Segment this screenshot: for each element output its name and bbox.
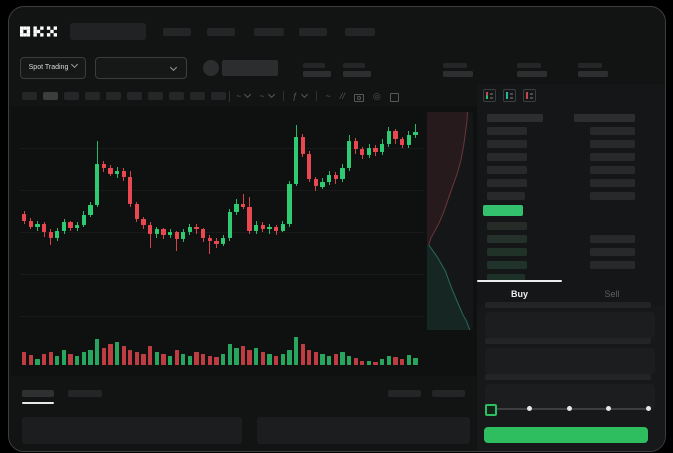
volume-bar (22, 352, 26, 365)
volume-bar (42, 354, 46, 365)
volume-bar (347, 356, 351, 365)
depth-bids-area (427, 245, 470, 330)
slider-stop[interactable] (567, 406, 572, 411)
volume-bar (373, 362, 377, 365)
volume-bar (108, 344, 112, 365)
volume-bar (55, 356, 59, 365)
bottom-action-placeholder[interactable] (388, 390, 421, 397)
volume-bar (181, 354, 185, 365)
volume-bar (393, 357, 397, 365)
app-window: Spot Trading ~ ~ ƒ ~ // ◎ (8, 6, 666, 452)
volume-bar (49, 352, 53, 365)
volume-bar (307, 350, 311, 365)
volume-bar (208, 356, 212, 365)
slider-handle[interactable] (485, 404, 497, 416)
combined-book-icon[interactable] (483, 89, 496, 102)
volume-bar (354, 358, 358, 365)
orders-panel-placeholder (257, 417, 470, 444)
volume-bar (82, 352, 86, 365)
volume-bar (254, 348, 258, 365)
volume-bar (155, 352, 159, 365)
slider-stop[interactable] (646, 406, 651, 411)
volume-bar (327, 356, 331, 365)
volume-bar (201, 354, 205, 365)
volume-bar (241, 346, 245, 365)
volume-bar (75, 356, 79, 365)
volume-bar (135, 352, 139, 365)
volume-bar (68, 354, 72, 365)
volume-bar (168, 356, 172, 365)
volume-bar (261, 352, 265, 365)
volume-bar (413, 358, 417, 365)
bottom-tab-placeholder[interactable] (68, 390, 102, 397)
asks-book-icon[interactable] (523, 89, 536, 102)
volume-bar (320, 354, 324, 365)
depth-asks-area (427, 112, 468, 245)
bottom-tab-placeholder[interactable] (22, 390, 54, 397)
volume-bar (102, 348, 106, 365)
volume-bar (214, 357, 218, 365)
orders-panel-placeholder (22, 417, 242, 444)
buy-submit-button[interactable] (484, 427, 648, 443)
slider-stop[interactable] (527, 406, 532, 411)
volume-bar (234, 348, 238, 365)
volume-bar (221, 354, 225, 365)
volume-bar (314, 352, 318, 365)
volume-bar (122, 346, 126, 365)
volume-bar (228, 344, 232, 365)
volume-bar (175, 350, 179, 365)
volume-bar (367, 361, 371, 365)
volume-bar (274, 356, 278, 365)
bids-book-icon[interactable] (503, 89, 516, 102)
order-form-field[interactable] (485, 374, 655, 410)
volume-bar (188, 356, 192, 365)
volume-bar (340, 352, 344, 365)
volume-bar (194, 352, 198, 365)
volume-bar (287, 350, 291, 365)
volume-bar (334, 354, 338, 365)
volume-bar (380, 359, 384, 365)
volume-bar (35, 359, 39, 365)
bottom-action-placeholder[interactable] (432, 390, 465, 397)
slider-stop[interactable] (606, 406, 611, 411)
volume-bar (141, 354, 145, 365)
volume-bar (148, 346, 152, 365)
sell-tab[interactable]: Sell (562, 287, 662, 301)
volume-bar (161, 354, 165, 365)
volume-bar (29, 355, 33, 365)
depth-chart[interactable] (427, 112, 473, 330)
volume-bar (115, 342, 119, 365)
volume-bar (294, 337, 298, 365)
volume-bar (62, 350, 66, 365)
volume-bar (387, 356, 391, 365)
volume-bar (281, 354, 285, 365)
volume-bar (301, 344, 305, 365)
volume-bar (95, 339, 99, 365)
volume-bar (247, 350, 251, 365)
volume-bar (400, 359, 404, 365)
active-tab-underline (477, 280, 562, 282)
volume-bar (128, 350, 132, 365)
volume-bar (360, 361, 364, 365)
order-form-field[interactable] (485, 338, 655, 374)
volume-bar (88, 350, 92, 365)
buy-tab[interactable]: Buy (477, 287, 562, 301)
volume-bar (407, 355, 411, 365)
order-form-field[interactable] (485, 302, 655, 338)
bottom-tab-underline (22, 402, 54, 404)
orderbook-view-switcher (483, 89, 536, 102)
volume-bar (267, 354, 271, 365)
